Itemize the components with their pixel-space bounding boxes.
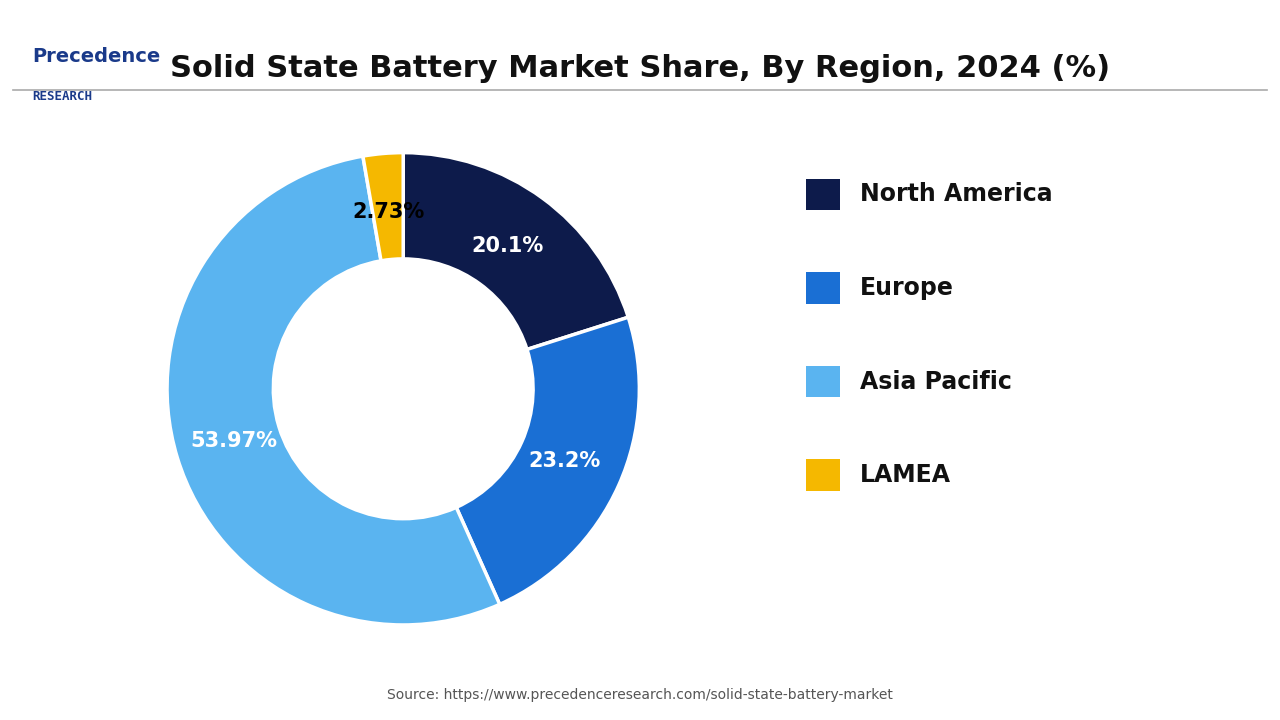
Text: 20.1%: 20.1% [471,236,544,256]
Text: 53.97%: 53.97% [191,431,278,451]
Text: Solid State Battery Market Share, By Region, 2024 (%): Solid State Battery Market Share, By Reg… [170,54,1110,83]
Wedge shape [456,318,639,604]
Wedge shape [364,153,403,261]
Text: 23.2%: 23.2% [529,451,602,471]
Text: 2.73%: 2.73% [352,202,424,222]
Text: RESEARCH: RESEARCH [32,90,92,103]
Wedge shape [168,156,499,625]
Text: Asia Pacific: Asia Pacific [860,369,1012,394]
Text: Source: https://www.precedenceresearch.com/solid-state-battery-market: Source: https://www.precedenceresearch.c… [387,688,893,702]
Wedge shape [403,153,628,349]
Text: Europe: Europe [860,276,954,300]
Text: LAMEA: LAMEA [860,463,951,487]
Text: Precedence: Precedence [32,47,160,66]
Text: North America: North America [860,182,1052,207]
